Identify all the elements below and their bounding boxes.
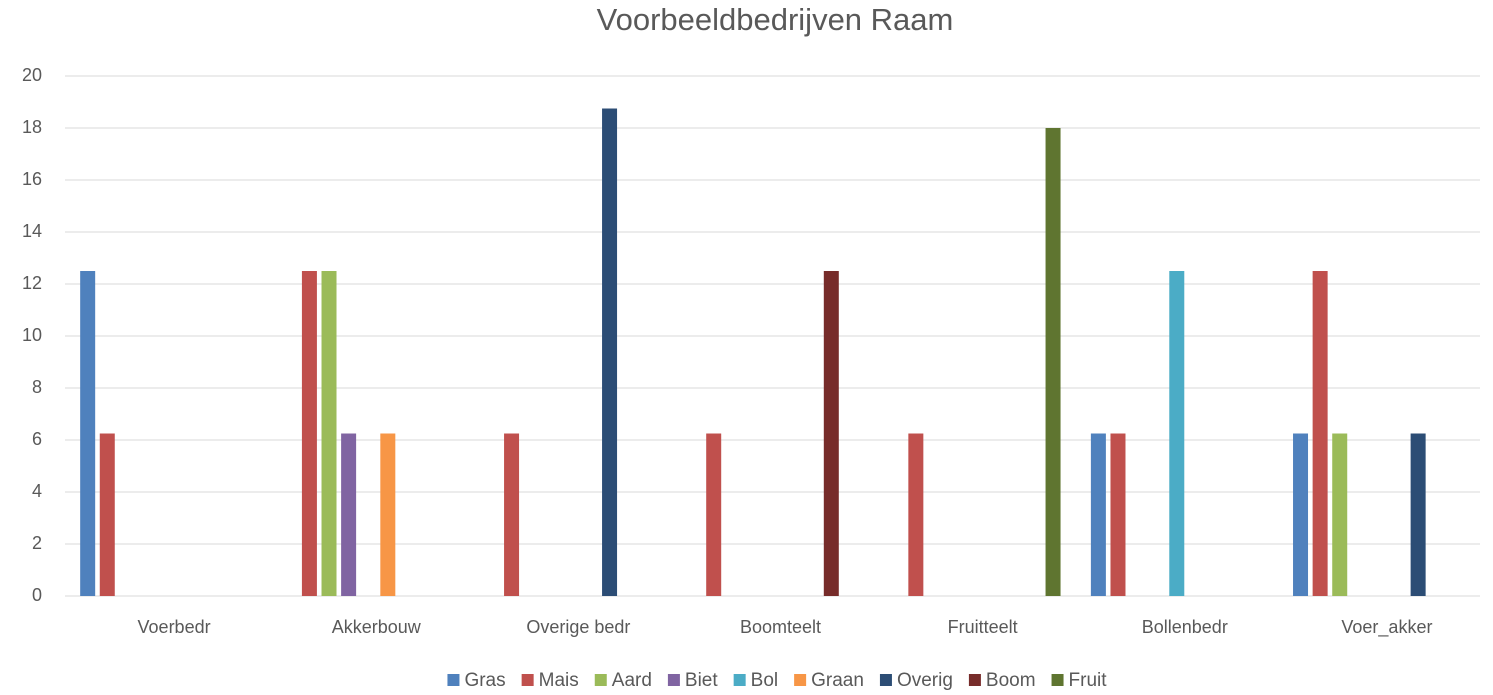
- bar: [1110, 433, 1126, 596]
- chart-title: Voorbeeldbedrijven Raam: [597, 2, 954, 37]
- legend-swatch: [733, 674, 746, 686]
- y-tick-label: 2: [32, 533, 42, 553]
- legend-label: Overig: [897, 670, 953, 691]
- legend-label: Bol: [751, 670, 778, 691]
- legend-swatch: [667, 674, 680, 686]
- x-tick-label: Akkerbouw: [332, 617, 422, 637]
- bar: [706, 433, 722, 596]
- y-tick-label: 18: [22, 117, 42, 137]
- bar: [321, 271, 337, 596]
- x-tick-label: Voerbedr: [138, 617, 211, 637]
- bar: [823, 271, 839, 596]
- bar: [1312, 271, 1328, 596]
- y-tick-label: 8: [32, 377, 42, 397]
- y-tick-label: 6: [32, 429, 42, 449]
- legend-swatch: [594, 674, 607, 686]
- legend-swatch: [1051, 674, 1064, 686]
- bar: [380, 433, 396, 596]
- bar: [908, 433, 924, 596]
- bar: [1332, 433, 1348, 596]
- y-tick-label: 20: [22, 65, 42, 85]
- y-tick-label: 12: [22, 273, 42, 293]
- legend-swatch: [968, 674, 981, 686]
- legend-swatch: [447, 674, 460, 686]
- legend-label: Graan: [811, 670, 864, 691]
- legend-swatch: [521, 674, 534, 686]
- x-tick-label: Voer_akker: [1341, 617, 1432, 638]
- legend: Gras Mais Aard Biet Bol Graan Overig Boom Fruit: [447, 670, 1107, 691]
- legend-label: Mais: [539, 670, 579, 691]
- bar: [1293, 433, 1309, 596]
- bar: [301, 271, 317, 596]
- bar: [1045, 128, 1061, 596]
- bar: [504, 433, 520, 596]
- legend-label: Biet: [685, 670, 718, 691]
- bar: [341, 433, 357, 596]
- legend-label: Gras: [464, 670, 505, 691]
- legend-label: Aard: [612, 670, 652, 691]
- y-tick-label: 16: [22, 169, 42, 189]
- x-tick-label: Fruitteelt: [948, 617, 1018, 637]
- y-tick-label: 14: [22, 221, 42, 241]
- y-tick-label: 4: [32, 481, 42, 501]
- bar: [602, 108, 618, 596]
- bar: [1169, 271, 1185, 596]
- x-tick-label: Boomteelt: [740, 617, 821, 637]
- legend-label: Boom: [986, 670, 1036, 691]
- bar: [1090, 433, 1106, 596]
- bar: [80, 271, 96, 596]
- x-tick-label: Overige bedr: [526, 617, 630, 637]
- x-tick-label: Bollenbedr: [1142, 617, 1228, 637]
- bar: [99, 433, 115, 596]
- y-tick-label: 0: [32, 585, 42, 605]
- bar: [1410, 433, 1426, 596]
- legend-swatch: [879, 674, 892, 686]
- y-tick-label: 10: [22, 325, 42, 345]
- legend-swatch: [794, 674, 807, 686]
- legend-label: Fruit: [1069, 670, 1108, 691]
